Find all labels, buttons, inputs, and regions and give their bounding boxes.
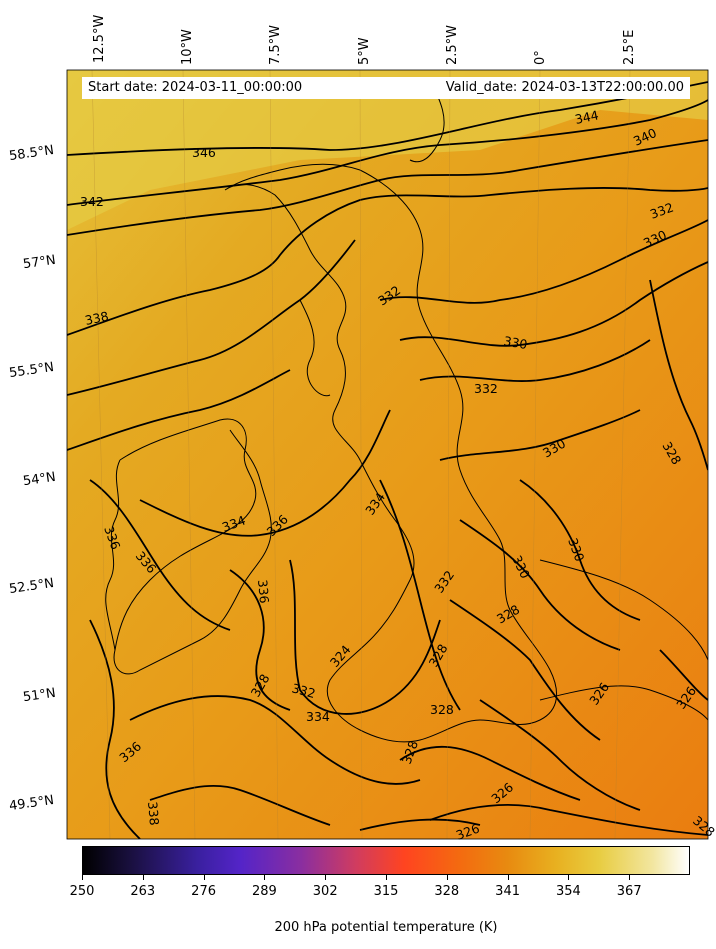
colorbar-tick-label: 263 bbox=[130, 884, 156, 899]
valid-date-text: Valid_date: 2024-03-13T22:00:00.00 bbox=[445, 80, 684, 95]
lon-label: 0° bbox=[533, 50, 548, 65]
colorbar-tick-label: 250 bbox=[69, 884, 95, 899]
svg-text:334: 334 bbox=[306, 709, 330, 724]
lon-label: 2.5°E bbox=[622, 29, 637, 65]
colorbar-tick-label: 354 bbox=[555, 884, 581, 899]
colorbar-tick-label: 289 bbox=[251, 884, 277, 899]
svg-text:344: 344 bbox=[574, 107, 601, 127]
colorbar-tickmark bbox=[629, 875, 631, 880]
colorbar-tick-label: 367 bbox=[616, 884, 642, 899]
lon-label: 7.5°W bbox=[268, 24, 283, 65]
svg-text:328: 328 bbox=[430, 702, 454, 717]
gridlines bbox=[91, 70, 631, 839]
lon-label: 10°W bbox=[180, 29, 195, 65]
colorbar-tickmark bbox=[507, 875, 509, 880]
map-background bbox=[67, 70, 708, 839]
colorbar-tickmark bbox=[446, 875, 448, 880]
lon-label: 2.5°W bbox=[445, 24, 460, 65]
colorbar-tickmark bbox=[264, 875, 266, 880]
coastline bbox=[105, 79, 708, 743]
contour-lines bbox=[67, 81, 708, 839]
colorbar-tickmark bbox=[568, 875, 570, 880]
start-date-text: Start date: 2024-03-11_00:00:00 bbox=[88, 80, 303, 95]
svg-text:342: 342 bbox=[80, 194, 104, 209]
svg-text:330: 330 bbox=[502, 333, 528, 352]
colorbar-tick-label: 315 bbox=[373, 884, 399, 899]
colorbar-tickmark bbox=[142, 875, 144, 880]
lon-label: 12.5°W bbox=[92, 14, 107, 63]
colorbar-tick-label: 276 bbox=[191, 884, 217, 899]
colorbar-label: 200 hPa potential temperature (K) bbox=[274, 920, 498, 935]
svg-text:346: 346 bbox=[192, 145, 216, 160]
date-info-box: Start date: 2024-03-11_00:00:00 Valid_da… bbox=[82, 77, 690, 99]
svg-text:332: 332 bbox=[474, 381, 498, 396]
colorbar bbox=[82, 846, 690, 875]
svg-text:332: 332 bbox=[290, 680, 317, 701]
colorbar-tickmark bbox=[386, 875, 387, 880]
colorbar-tick-label: 302 bbox=[312, 884, 338, 899]
colorbar-tick-label: 328 bbox=[434, 884, 460, 899]
colorbar-tick-label: 341 bbox=[495, 884, 521, 899]
warm-north-band bbox=[67, 70, 708, 230]
colorbar-tickmark bbox=[203, 875, 205, 880]
svg-text:338: 338 bbox=[145, 801, 162, 826]
colorbar-tickmark bbox=[325, 875, 327, 880]
svg-text:336: 336 bbox=[255, 579, 272, 604]
lon-label: 5°W bbox=[357, 37, 372, 65]
colorbar-tickmark bbox=[82, 875, 83, 880]
svg-text:338: 338 bbox=[84, 308, 111, 328]
map-frame bbox=[66, 69, 709, 840]
